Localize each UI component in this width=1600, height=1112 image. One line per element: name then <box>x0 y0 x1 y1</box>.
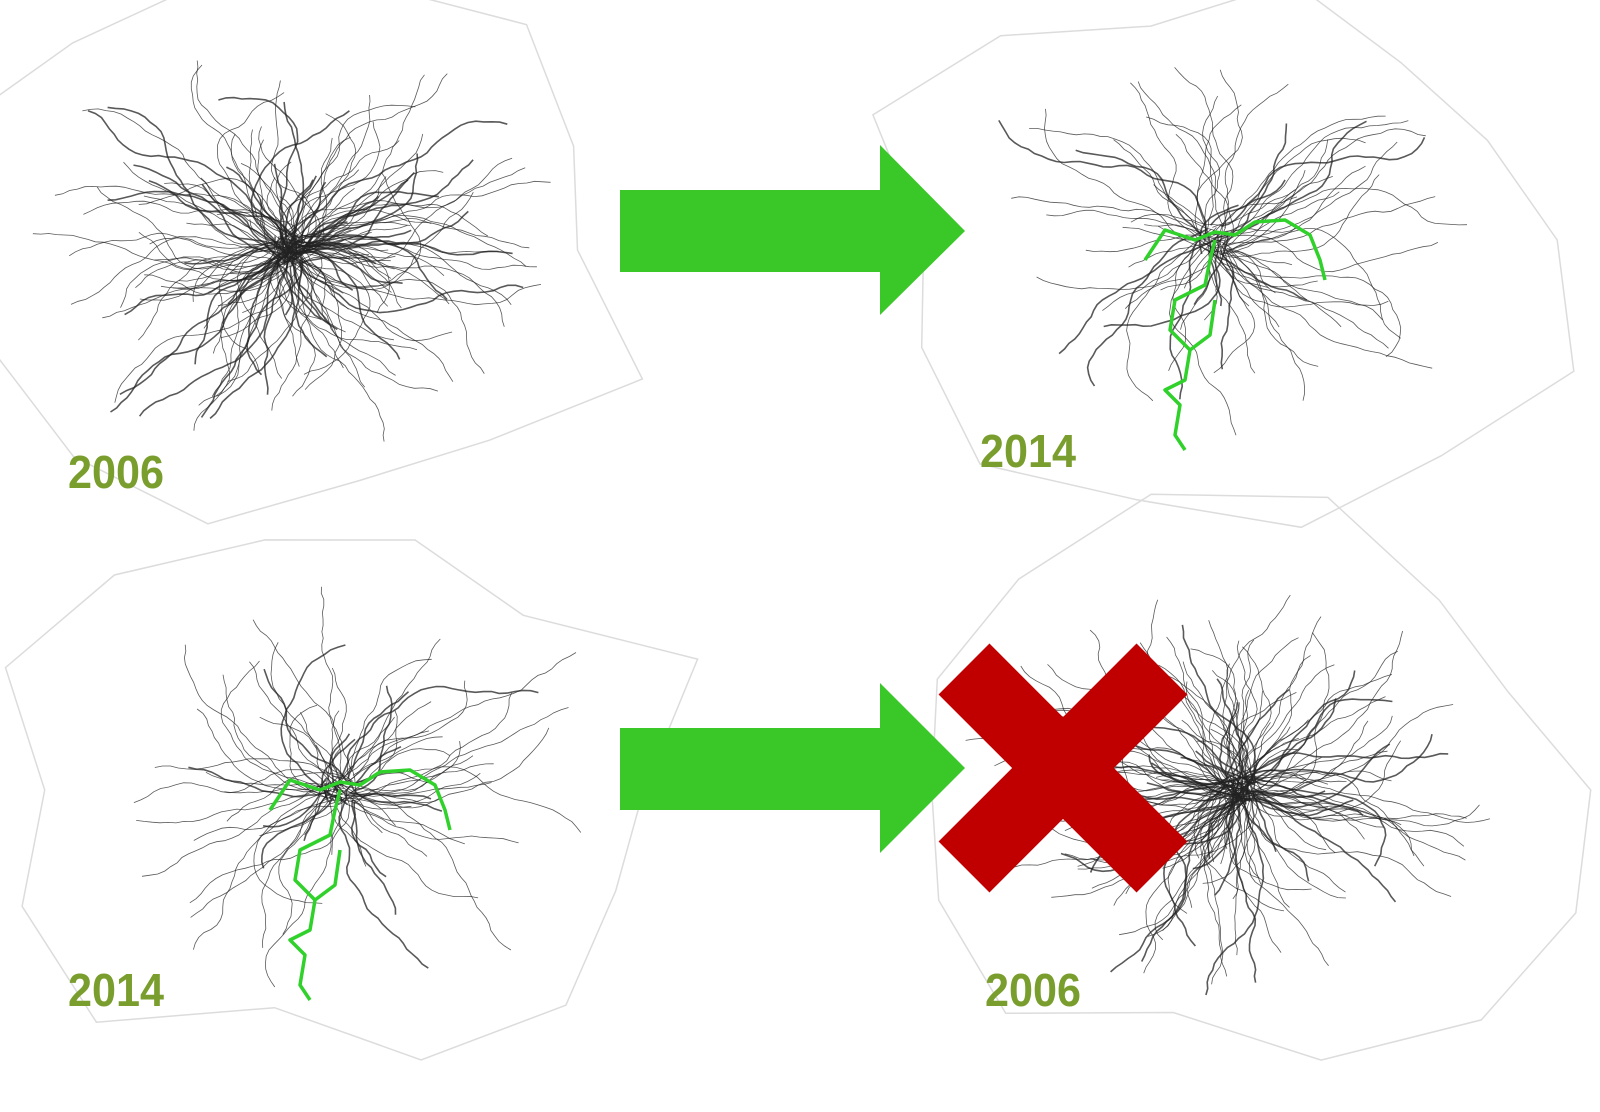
transit-route <box>1220 116 1386 232</box>
year-label: 2006 <box>68 446 164 498</box>
transit-route <box>264 669 352 785</box>
transit-route <box>999 120 1206 233</box>
transit-route <box>108 107 285 250</box>
year-label: 2014 <box>980 425 1076 477</box>
transit-route <box>1164 798 1243 946</box>
transit-route <box>354 764 494 804</box>
transit-route <box>1029 128 1206 242</box>
transit-route <box>1242 640 1254 785</box>
transit-route <box>339 792 428 968</box>
transit-route <box>340 785 511 951</box>
transit-route <box>1059 234 1220 354</box>
transit-route <box>348 749 450 785</box>
transit-route <box>1104 242 1220 327</box>
year-label: 2006 <box>985 964 1081 1016</box>
comparison-figure: 2006 2014 2014 2006 <box>0 0 1600 1112</box>
transit-route <box>277 105 415 253</box>
transit-route <box>333 659 432 786</box>
transit-route <box>328 668 346 800</box>
transit-route <box>1114 140 1223 226</box>
transit-route <box>193 799 342 950</box>
transit-route <box>351 653 576 780</box>
transit-route <box>1170 233 1207 399</box>
transit-route <box>1204 243 1341 327</box>
new-route <box>290 900 315 1000</box>
transit-route <box>150 237 285 263</box>
transit-route <box>1221 250 1234 369</box>
year-label: 2014 <box>68 964 164 1016</box>
transit-route <box>1234 794 1451 896</box>
transit-route <box>297 181 550 242</box>
transit-route <box>329 756 473 798</box>
transit-route <box>1241 796 1414 856</box>
transit-route <box>1206 249 1307 300</box>
transit-route <box>1224 244 1432 368</box>
transit-route <box>254 793 328 904</box>
transit-route <box>1209 620 1235 784</box>
maps <box>0 0 1591 1060</box>
transit-route <box>304 794 329 841</box>
transit-route <box>334 795 478 898</box>
transit-route <box>348 692 409 779</box>
transit-route <box>299 262 484 374</box>
arrow <box>620 145 965 315</box>
transit-route <box>1046 210 1208 235</box>
arrow <box>620 683 965 853</box>
transit-map <box>873 0 1574 527</box>
